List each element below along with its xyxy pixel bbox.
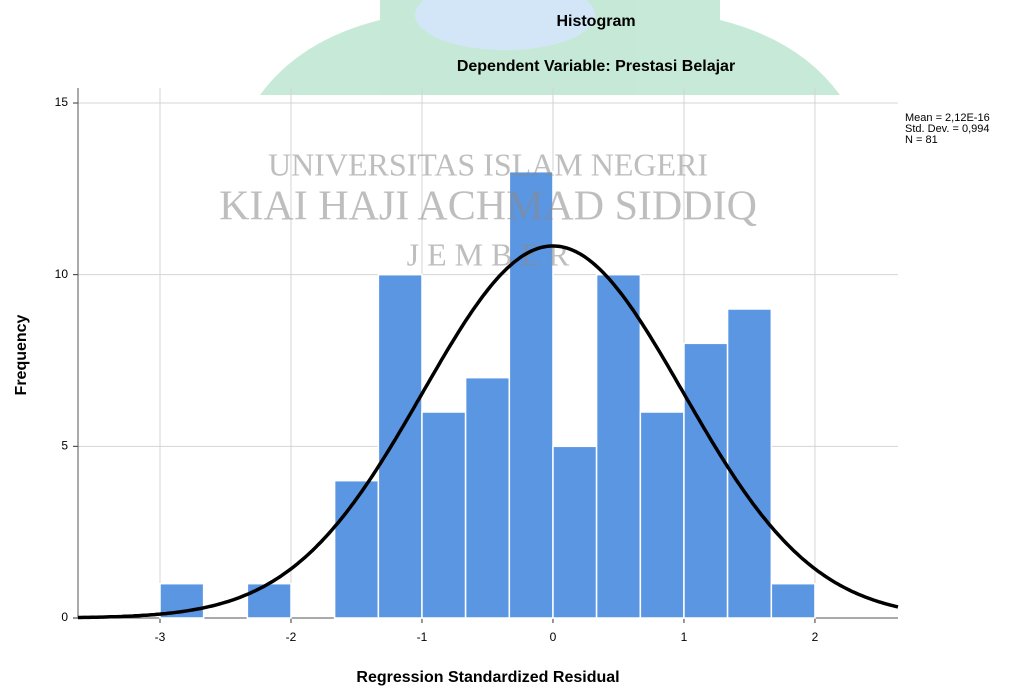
bar <box>640 412 684 618</box>
bar <box>728 309 772 618</box>
watermark-text: UNIVERSITAS ISLAM NEGERI <box>268 146 708 182</box>
x-tick-label: -2 <box>286 630 297 644</box>
x-tick-label: 1 <box>681 630 688 644</box>
y-axis-label: Frequency <box>13 314 30 395</box>
x-tick-label: 2 <box>812 630 819 644</box>
bar <box>597 275 641 618</box>
bar <box>771 584 815 618</box>
watermark-text: KIAI HAJI ACHMAD SIDDIQ <box>219 184 757 230</box>
bar <box>378 275 422 618</box>
chart-title: Histogram <box>556 13 635 30</box>
bar <box>247 584 291 618</box>
bar <box>684 343 728 618</box>
y-tick-label: 10 <box>55 267 69 281</box>
y-tick-label: 0 <box>61 610 68 624</box>
stat-label: N = 81 <box>905 134 938 146</box>
y-tick-label: 5 <box>61 439 68 453</box>
chart-subtitle: Dependent Variable: Prestasi Belajar <box>457 58 735 75</box>
watermark-logo <box>260 0 840 95</box>
bar <box>466 378 510 618</box>
y-tick-label: 15 <box>55 95 69 109</box>
x-tick-label: 0 <box>550 630 557 644</box>
x-tick-label: -1 <box>417 630 428 644</box>
chart: Histogram Dependent Variable: Prestasi B… <box>0 0 1035 691</box>
x-tick-label: -3 <box>155 630 166 644</box>
bar <box>422 412 466 618</box>
x-axis-label: Regression Standardized Residual <box>356 669 619 686</box>
bar <box>553 446 597 618</box>
watermark-text: J E M B E R <box>407 236 570 272</box>
